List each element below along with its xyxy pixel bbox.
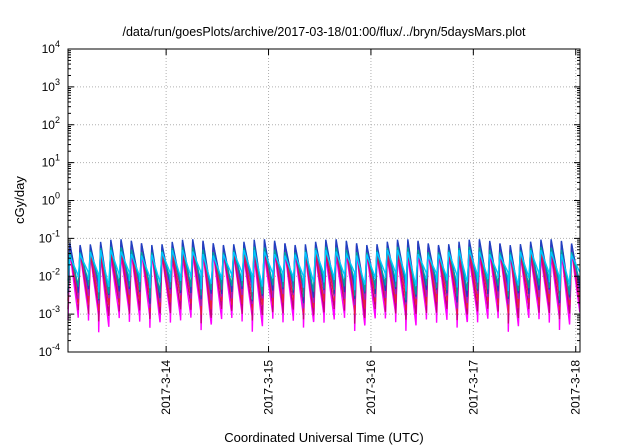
x-tick-label: 2017-3-15	[262, 360, 276, 415]
y-tick-label: 10-2	[39, 266, 60, 283]
y-tick-label: 10-4	[39, 342, 60, 359]
y-tick-label: 100	[42, 191, 60, 208]
y-tick-label: 102	[42, 115, 60, 132]
y-tick-label: 104	[42, 39, 60, 56]
y-tick-label: 10-1	[39, 228, 60, 245]
x-tick-label: 2017-3-17	[466, 360, 480, 415]
x-axis-title: Coordinated Universal Time (UTC)	[224, 430, 423, 445]
y-axis-title: cGy/day	[12, 176, 27, 224]
y-tick-label: 10-3	[39, 304, 60, 321]
y-tick-label: 103	[42, 77, 60, 94]
x-tick-label: 2017-3-16	[364, 360, 378, 415]
y-tick-label: 101	[42, 153, 60, 170]
chart-title: /data/run/goesPlots/archive/2017-03-18/0…	[122, 25, 526, 39]
series-group	[67, 239, 581, 333]
axes: 104 103 102 101 100 10-1 10-2 10-3 10-4 2017-3-14…	[39, 39, 583, 415]
x-tick-label: 2017-3-18	[569, 360, 583, 415]
series-line-7	[67, 249, 581, 293]
x-tick-label: 2017-3-14	[159, 360, 173, 415]
